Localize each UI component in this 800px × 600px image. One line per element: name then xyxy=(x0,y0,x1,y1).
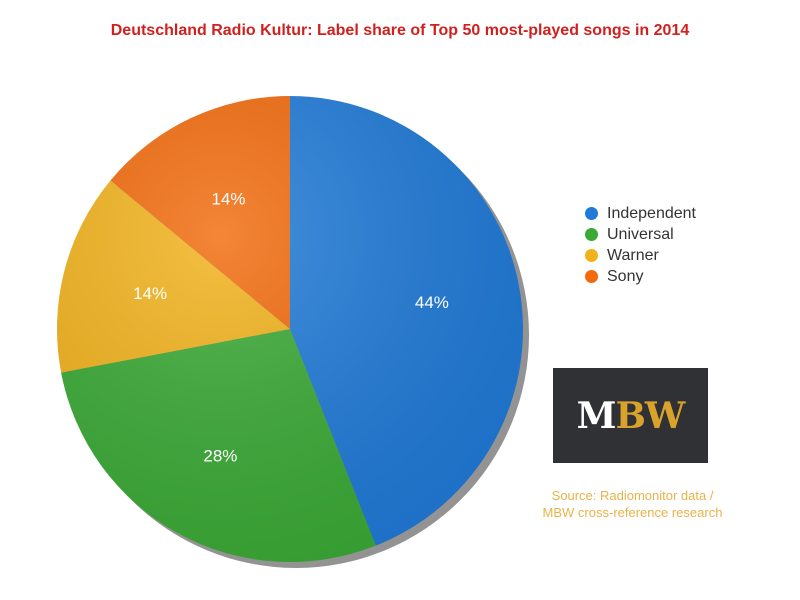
slice-label-independent: 44% xyxy=(415,293,449,312)
source-line-2: MBW cross-reference research xyxy=(542,505,723,520)
mbw-logo-text: MBW xyxy=(576,394,686,437)
mbw-logo: MBW xyxy=(553,368,708,463)
slice-label-warner: 14% xyxy=(133,284,167,303)
legend-swatch-sony xyxy=(585,270,598,283)
legend-label-sony: Sony xyxy=(607,267,644,285)
chart-title: Deutschland Radio Kultur: Label share of… xyxy=(110,22,690,39)
mbw-logo-m: M xyxy=(576,394,617,437)
legend-swatch-warner xyxy=(585,249,598,262)
legend-item-warner: Warner xyxy=(585,245,696,266)
legend-label-universal: Universal xyxy=(607,225,674,243)
mbw-logo-bw: BW xyxy=(615,394,686,437)
slice-label-universal: 28% xyxy=(203,447,237,466)
legend-item-universal: Universal xyxy=(585,224,696,245)
legend-item-independent: Independent xyxy=(585,203,696,224)
legend-item-sony: Sony xyxy=(585,266,696,287)
slice-label-sony: 14% xyxy=(211,189,245,208)
legend: Independent Universal Warner Sony xyxy=(585,203,696,287)
source-note: Source: Radiomonitor data / MBW cross-re… xyxy=(520,487,745,521)
legend-swatch-independent xyxy=(585,207,598,220)
legend-label-warner: Warner xyxy=(607,246,659,264)
legend-swatch-universal xyxy=(585,228,598,241)
legend-label-independent: Independent xyxy=(607,204,696,222)
source-line-1: Source: Radiomonitor data / xyxy=(551,488,714,503)
pie-gloss xyxy=(57,96,523,562)
